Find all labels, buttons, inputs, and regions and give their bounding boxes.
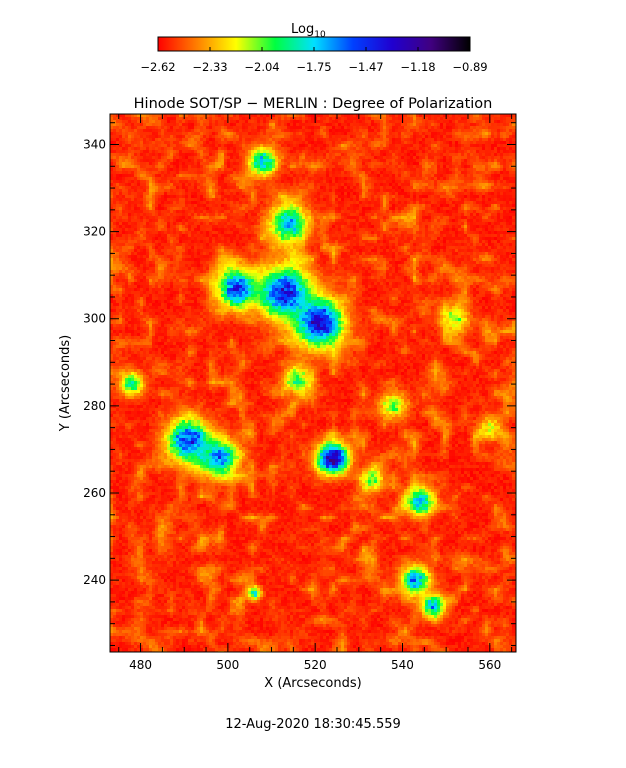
heatmap-image (110, 114, 516, 652)
chart-title: Hinode SOT/SP − MERLIN : Degree of Polar… (134, 96, 493, 112)
colorbar-title: Log10 (291, 22, 326, 40)
x-tick-label: 520 (304, 658, 327, 672)
x-tick-label: 500 (216, 658, 239, 672)
colorbar-tick-label: −2.33 (192, 60, 227, 74)
x-tick-label: 560 (478, 658, 501, 672)
plot-frame (109, 113, 517, 653)
colorbar-tick-label: −0.89 (452, 60, 487, 74)
colorbar-tick-label: −2.04 (244, 60, 279, 74)
y-tick-label: 240 (83, 573, 106, 587)
y-tick-label: 260 (83, 486, 106, 500)
x-axis: 480 500 520 540 560 (118, 114, 513, 672)
y-tick-label: 280 (83, 399, 106, 413)
colorbar-tick-label: −1.47 (348, 60, 383, 74)
colorbar-tick-label: −1.75 (296, 60, 331, 74)
timestamp: 12-Aug-2020 18:30:45.559 (225, 717, 401, 732)
x-tick-label: 540 (391, 658, 414, 672)
colorbar-ticks: −2.62 −2.33 −2.04 −1.75 −1.47 −1.18 −0.89 (140, 47, 488, 74)
colorbar-tick-label: −1.18 (400, 60, 435, 74)
colorbar-tick-label: −2.62 (140, 60, 175, 74)
y-tick-label: 340 (83, 137, 106, 151)
y-tick-label: 320 (83, 225, 106, 239)
y-axis-label: Y (Arcseconds) (58, 335, 73, 432)
x-tick-label: 480 (129, 658, 152, 672)
y-axis: 240 260 280 300 320 340 (83, 122, 516, 646)
x-axis-label: X (Arcseconds) (264, 676, 361, 691)
y-tick-label: 300 (83, 312, 106, 326)
